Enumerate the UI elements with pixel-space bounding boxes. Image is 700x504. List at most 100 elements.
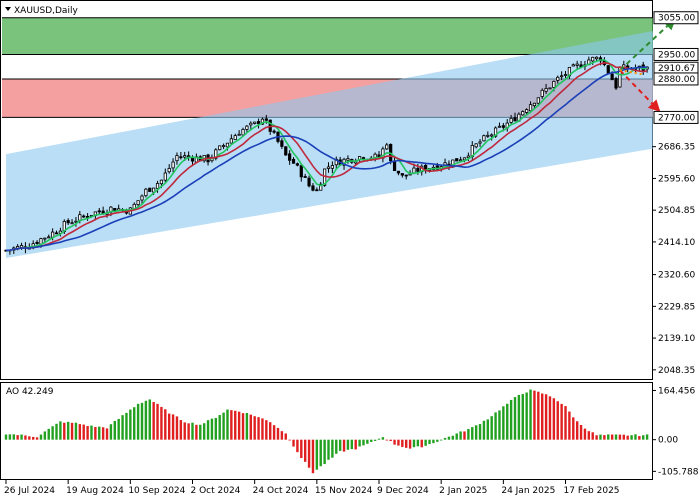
ao-bar [311, 439, 315, 474]
candle-body [466, 155, 470, 159]
ao-bar [323, 439, 326, 465]
ao-bar [572, 417, 575, 440]
ao-bar [210, 418, 214, 440]
ao-bar [300, 439, 303, 459]
ao-bar [261, 418, 264, 440]
date-tick-label: 10 Sep 2024 [128, 486, 185, 496]
ao-bar [482, 420, 486, 440]
ao-bar [373, 439, 377, 441]
candle-body [591, 56, 595, 62]
ao-bar [183, 422, 186, 440]
ao-bar [537, 391, 540, 440]
candle-body [51, 231, 55, 238]
candle-body [171, 161, 175, 169]
ao-bar [206, 420, 210, 440]
date-tick-label: 15 Nov 2024 [315, 486, 373, 496]
price-tick-label: 3055.00 [658, 14, 695, 24]
ao-bar [249, 414, 252, 440]
candle-body [404, 174, 408, 177]
ao-bar [136, 403, 140, 440]
candle-body [560, 75, 564, 78]
forecast-layer [619, 17, 677, 113]
price-tick-label: 2595.60 [658, 174, 695, 184]
candle-body [563, 74, 568, 76]
ao-bar [614, 434, 618, 440]
candle-body [256, 121, 261, 125]
candle-body [85, 216, 90, 218]
ao-bar [82, 424, 85, 440]
forecast-flat-path [619, 69, 644, 76]
candle-body [221, 145, 226, 147]
candle-body [253, 121, 257, 124]
symbol-dropdown-icon[interactable] [5, 7, 11, 11]
ao-bar [381, 437, 385, 440]
candle-body [245, 125, 249, 130]
candle-body [43, 237, 47, 240]
ao-bar [432, 439, 435, 444]
candle-body [385, 144, 389, 150]
candle-body [330, 165, 334, 169]
resistance-zone [2, 17, 653, 55]
ao-bar [121, 415, 124, 440]
candle-body [214, 149, 218, 159]
ao-tick-label: 0.00 [658, 436, 678, 446]
ao-bar [319, 439, 322, 467]
ao-bar [506, 403, 509, 440]
date-tick-label: 9 Dec 2024 [377, 486, 429, 496]
ao-bar [490, 416, 493, 440]
candle-body [594, 56, 599, 60]
ao-bar [525, 392, 528, 440]
ao-bar [474, 425, 478, 440]
candle-body [548, 87, 552, 90]
ao-bar [4, 434, 8, 440]
candle-body [163, 172, 167, 181]
ao-bar [66, 421, 70, 440]
ao-bar [439, 439, 443, 441]
price-tick-label: 2880.00 [658, 75, 695, 85]
ao-bar [202, 423, 206, 440]
ao-bar [494, 412, 497, 440]
ao-bar [105, 428, 109, 440]
candle-body [536, 97, 540, 104]
ao-bar [645, 434, 649, 440]
ao-bar [389, 439, 392, 442]
ao-bar [144, 400, 148, 440]
price-level-box [653, 11, 699, 25]
ao-bar [447, 436, 451, 440]
ao-tick-label: 164.456 [658, 386, 695, 396]
ao-bar [486, 419, 490, 440]
ao-bar [591, 432, 594, 440]
candle-body [225, 142, 230, 148]
ao-bar [564, 406, 567, 440]
candle-body [54, 232, 59, 235]
ao-bar [401, 439, 404, 447]
date-tick-label: 17 Feb 2025 [564, 486, 620, 496]
candle-body [291, 158, 296, 164]
ao-bar [63, 422, 66, 440]
candle-body [482, 135, 486, 142]
candle-body [462, 157, 467, 161]
candle-body [35, 241, 39, 244]
candle-body [144, 188, 148, 197]
price-tick-label: 2770.00 [658, 113, 695, 123]
ao-histogram-layer [4, 389, 649, 474]
candle-body [392, 160, 397, 172]
candle-body [544, 88, 548, 92]
price-tick-label: 2504.85 [658, 206, 695, 216]
ao-bar [544, 394, 548, 440]
ao-bar [622, 434, 626, 440]
ao-bar [265, 420, 268, 440]
candle-body [501, 125, 505, 128]
ao-bar [315, 439, 319, 470]
ma-mid-line [5, 61, 648, 252]
ao-bar [276, 427, 280, 440]
candle-body [148, 187, 152, 192]
ao-bar [583, 428, 587, 440]
ao-bar [39, 434, 43, 440]
ao-bar [253, 416, 256, 440]
candle-body [575, 63, 579, 66]
candle-body [249, 122, 253, 126]
ao-bar [642, 435, 645, 440]
candle-body [179, 156, 183, 159]
ao-bar [397, 439, 400, 446]
